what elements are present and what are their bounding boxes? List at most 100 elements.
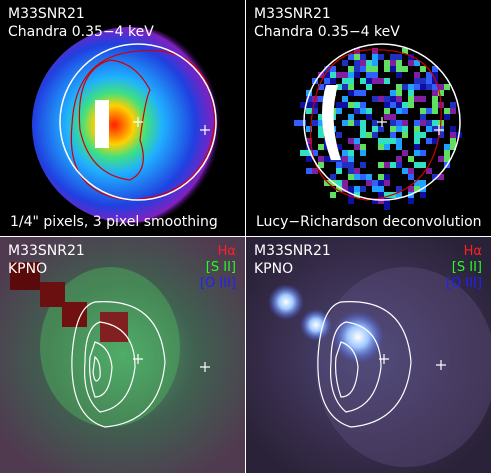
panel-caption: 1/4" pixels, 3 pixel smoothing: [10, 214, 218, 230]
pixel: [360, 174, 366, 180]
pixel: [390, 114, 396, 120]
pixel: [396, 120, 402, 126]
legend-halpha: Hα: [464, 244, 482, 259]
pixel: [450, 138, 456, 144]
panel-subtitle: Chandra 0.35−4 keV: [8, 24, 154, 40]
pixel: [402, 102, 408, 108]
panel-optical-1: M33SNR21 KPNO Hα [S II] [O III]: [0, 237, 245, 473]
pixel: [414, 96, 420, 102]
pixel: [372, 48, 378, 54]
pixel: [300, 120, 306, 126]
pixel: [414, 138, 420, 144]
pixel: [342, 72, 348, 78]
pixel: [336, 102, 342, 108]
pixel: [396, 72, 402, 78]
pixel: [348, 186, 354, 192]
pixel: [348, 174, 354, 180]
pixel: [420, 150, 426, 156]
pixel: [450, 102, 456, 108]
pixel: [408, 198, 414, 204]
pixel: [414, 72, 420, 78]
pixel: [342, 84, 348, 90]
pixel: [384, 162, 390, 168]
panel-subtitle: Chandra 0.35−4 keV: [254, 24, 400, 40]
pixel: [378, 180, 384, 186]
pixel: [366, 174, 372, 180]
pixel: [330, 72, 336, 78]
pixel: [342, 180, 348, 186]
pixel: [414, 120, 420, 126]
pixel: [402, 108, 408, 114]
pixel: [408, 84, 414, 90]
pixel: [354, 120, 360, 126]
pixel: [384, 180, 390, 186]
pixel: [360, 54, 366, 60]
pixel: [360, 90, 366, 96]
pixel: [306, 156, 312, 162]
pixel: [444, 144, 450, 150]
pixel: [372, 180, 378, 186]
pixel: [408, 90, 414, 96]
pixel: [372, 186, 378, 192]
pixel: [366, 66, 372, 72]
pixel: [396, 102, 402, 108]
legend-sii: [S II]: [206, 260, 236, 275]
pixel: [396, 144, 402, 150]
pixel: [426, 120, 432, 126]
pixel: [432, 126, 438, 132]
pixel: [396, 60, 402, 66]
pixel: [372, 60, 378, 66]
pixel: [354, 138, 360, 144]
pixel: [354, 72, 360, 78]
pixel: [306, 108, 312, 114]
pixel: [396, 90, 402, 96]
pixel: [384, 108, 390, 114]
pixel: [384, 78, 390, 84]
pixel: [390, 138, 396, 144]
pixel: [348, 90, 354, 96]
pixel: [360, 60, 366, 66]
legend-oiii: [O III]: [200, 276, 236, 291]
panel-xray-smoothed: M33SNR21 Chandra 0.35−4 keV 1/4" pixels,…: [0, 0, 245, 236]
pixel: [378, 162, 384, 168]
pixel: [390, 120, 396, 126]
pixel: [336, 168, 342, 174]
pixel: [342, 162, 348, 168]
pixel: [426, 84, 432, 90]
pixel: [372, 54, 378, 60]
figure: M33SNR21 Chandra 0.35−4 keV 1/4" pixels,…: [0, 0, 491, 473]
panel-xray-deconvolved: M33SNR21 Chandra 0.35−4 keV Lucy−Richard…: [246, 0, 491, 236]
pixel: [384, 114, 390, 120]
pixel: [336, 72, 342, 78]
pixel: [360, 132, 366, 138]
pixel: [342, 78, 348, 84]
pixel: [414, 126, 420, 132]
pixel: [378, 144, 384, 150]
pixel: [426, 78, 432, 84]
pixel: [426, 138, 432, 144]
pixel: [354, 102, 360, 108]
pixel: [330, 174, 336, 180]
pixel: [396, 96, 402, 102]
panel-title: M33SNR21: [254, 6, 331, 22]
pixel: [306, 168, 312, 174]
pixel: [360, 120, 366, 126]
pixel: [354, 174, 360, 180]
pixel: [348, 198, 354, 204]
pixel: [414, 78, 420, 84]
pixel: [450, 132, 456, 138]
pixel: [450, 108, 456, 114]
pixel: [414, 162, 420, 168]
pixel: [378, 126, 384, 132]
pixel: [432, 120, 438, 126]
pixel: [318, 132, 324, 138]
pixel: [366, 132, 372, 138]
pixel: [354, 108, 360, 114]
pixel: [342, 120, 348, 126]
pixel: [390, 66, 396, 72]
pixel: [396, 66, 402, 72]
pixel: [420, 120, 426, 126]
pixel: [348, 114, 354, 120]
pixel: [414, 84, 420, 90]
pixel: [354, 186, 360, 192]
